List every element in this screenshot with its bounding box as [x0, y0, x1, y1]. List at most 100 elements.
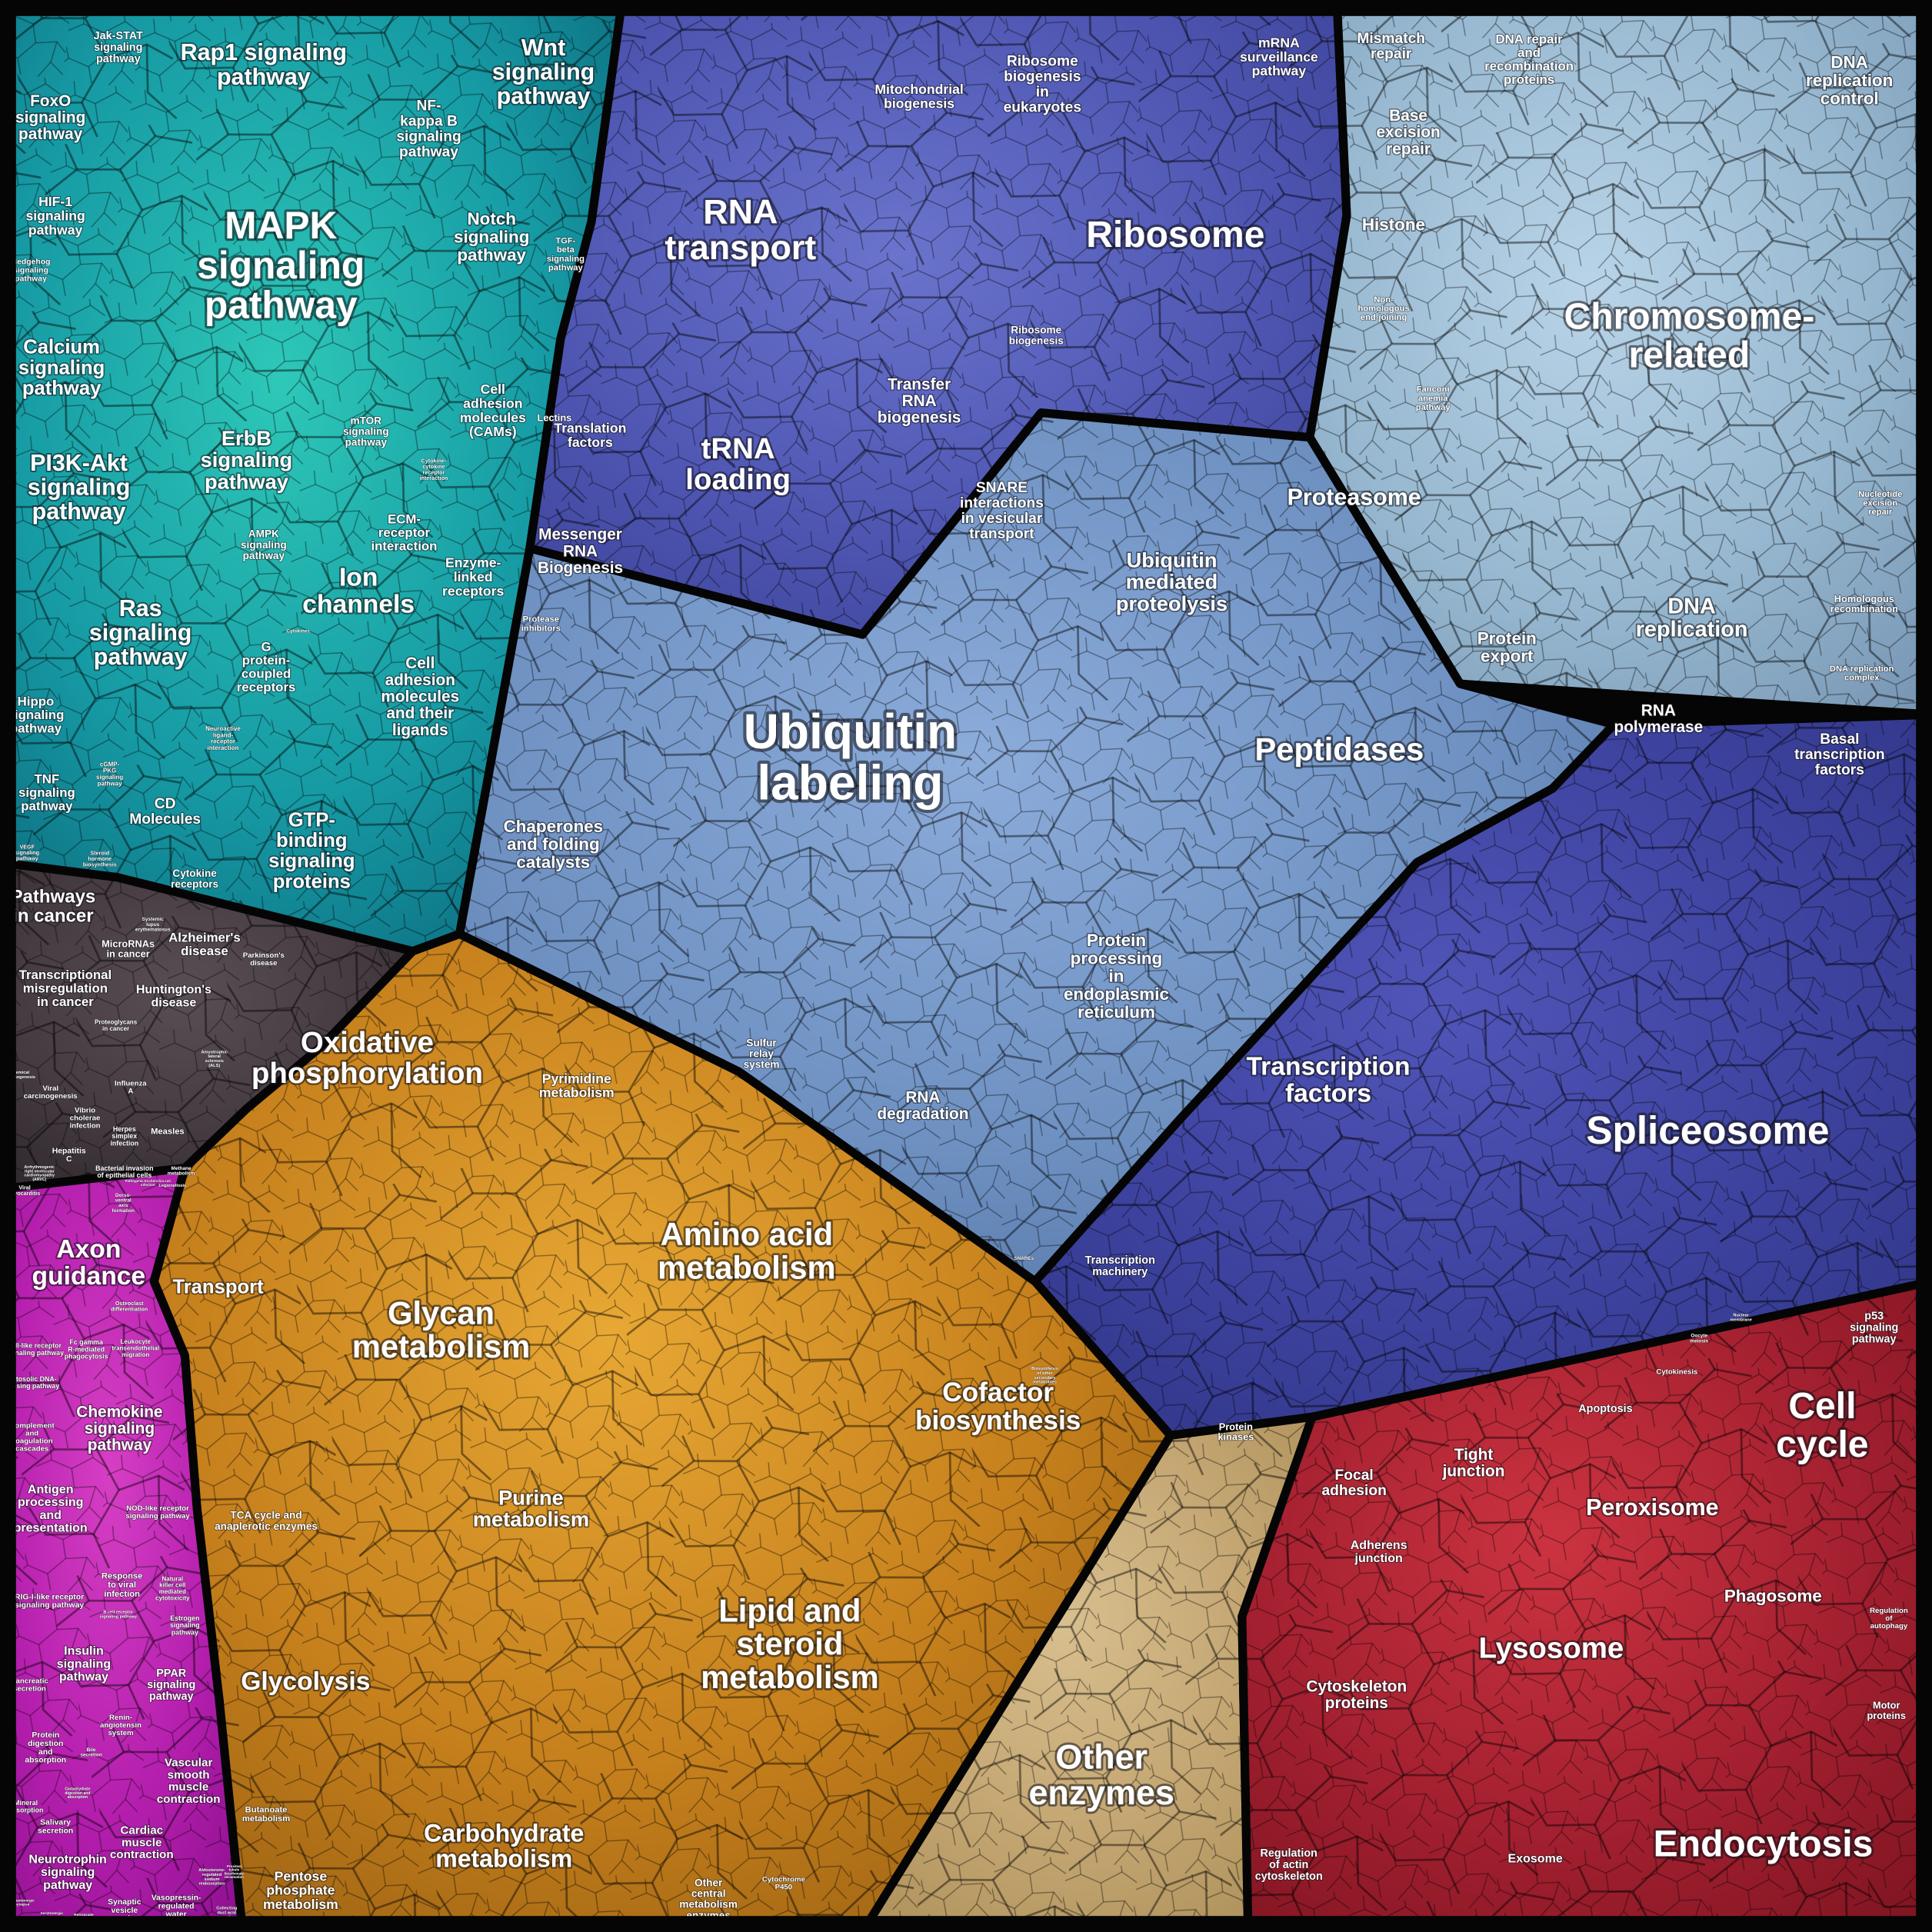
label-chromosome-lightblue-11: DNA replication complex — [1830, 665, 1894, 683]
label-cellular-processes-red-9: Adherens junction — [1351, 1538, 1407, 1565]
label-signaling-teal-28: TNF signaling pathway — [18, 772, 75, 814]
label-diseases-dark-4: Parkinson's disease — [243, 951, 285, 968]
label-cellular-processes-red-14: Cytoskeleton proteins — [1306, 1677, 1407, 1712]
label-chromosome-lightblue-10: Homologous recombination — [1830, 593, 1898, 615]
label-signaling-teal-12: Cell adhesion molecules (CAMs) — [460, 381, 526, 439]
label-organismal-magenta-11: RIG-I-like receptor signaling pathway — [15, 1593, 84, 1610]
label-organismal-magenta-16: Insulin signaling pathway — [57, 1644, 111, 1684]
label-translation-purpleblue-5: Ribosome biogenesis — [1009, 324, 1064, 346]
label-translation-purpleblue-3: mRNA surveillance pathway — [1240, 35, 1318, 79]
label-folding-degradation-blue-5: Peptidases — [1254, 731, 1424, 768]
label-metabolism-orange-9: TCA cycle and anaplerotic enzymes — [215, 1510, 318, 1532]
label-translation-purpleblue-9: Messenger RNA Biogenesis — [538, 526, 623, 577]
label-chromosome-lightblue-9: Nucleotide excision repair — [1858, 490, 1902, 517]
label-signaling-teal-10: Calcium signaling pathway — [18, 337, 105, 399]
label-cellular-processes-red-16: Exosome — [1508, 1851, 1563, 1865]
label-organismal-magenta-0: Dorso-ventral axis formation — [112, 1193, 135, 1214]
label-metabolism-orange-7: Biosynthesis of other secondary metabolites — [1031, 1367, 1058, 1384]
label-diseases-dark-7: Proteoglycans in cancer — [95, 1019, 138, 1032]
label-metabolism-orange-12: Carbohydrate metabolism — [424, 1819, 584, 1872]
label-diseases-dark-8: Amyotrophic lateral sclerosis (ALS) — [202, 1050, 228, 1068]
label-signaling-teal-6: MAPK signaling pathway — [197, 204, 365, 326]
label-signaling-teal-1: Rap1 signaling pathway — [181, 39, 347, 90]
label-cellular-processes-red-13: Motor proteins — [1867, 1699, 1905, 1720]
label-other-enzymes-tan-1: Other enzymes — [1028, 1737, 1174, 1812]
label-translation-purpleblue-1: Mitochondrial biogenesis — [874, 82, 963, 111]
label-diseases-dark-10: Viral carcinogenesis — [24, 1084, 78, 1101]
label-cellular-processes-red-3: Cytokinesis — [1656, 1367, 1697, 1376]
label-organismal-magenta-27: Neurotrophin signaling pathway — [28, 1852, 106, 1891]
label-signaling-teal-11: Lectins — [538, 412, 572, 424]
label-cellular-processes-red-1: Nuclear membrane — [1730, 1314, 1752, 1323]
label-metabolism-orange-8: Purine metabolism — [473, 1485, 589, 1531]
label-transcription-indigo-1: Basal transcription factors — [1794, 731, 1884, 778]
label-signaling-teal-13: mTOR signaling pathway — [343, 415, 389, 448]
label-metabolism-orange-4: Glycan metabolism — [352, 1295, 530, 1364]
label-signaling-teal-17: ECM-receptor interaction — [371, 511, 437, 553]
label-diseases-dark-18: Arrhythmogenic right ventricular cardiomyo… — [25, 1165, 55, 1182]
label-diseases-dark-17: Legionellosis — [158, 1184, 186, 1188]
label-diseases-dark-0: Pathways in cancer — [10, 886, 95, 926]
label-diseases-dark-6: Huntington's disease — [136, 983, 212, 1010]
label-signaling-teal-31: Steroid hormone biosynthesis — [83, 850, 117, 868]
label-metabolism-orange-2: Pyrimidine metabolism — [539, 1071, 615, 1100]
label-chromosome-lightblue-1: DNA repair and recombination proteins — [1484, 32, 1574, 87]
label-folding-degradation-blue-10: RNA degradation — [877, 1088, 968, 1123]
label-signaling-teal-8: Hedgehog signaling pathway — [12, 258, 51, 284]
label-cellular-processes-red-7: Focal adhesion — [1321, 1467, 1386, 1499]
label-signaling-teal-26: Neuroactive ligand-receptor interaction — [205, 725, 241, 751]
label-folding-degradation-blue-1: SNARE interactions in vesicular transport — [960, 480, 1044, 542]
label-chromosome-lightblue-5: Non-homologous end-joining — [1357, 295, 1409, 322]
label-organismal-magenta-20: Protein digestion and absorption — [25, 1731, 66, 1764]
label-diseases-dark-3: Alzheimer's disease — [168, 930, 241, 958]
label-folding-degradation-blue-3: Proteasome — [1287, 484, 1421, 510]
label-organismal-magenta-14: B cell receptor signaling pathway — [100, 1611, 138, 1620]
label-folding-degradation-blue-7: Chaperones and folding catalysts — [504, 817, 604, 872]
label-translation-purpleblue-6: Transfer RNA biogenesis — [878, 375, 961, 426]
label-metabolism-orange-14: Pentose phosphate metabolism — [263, 1868, 338, 1912]
label-chromosome-lightblue-6: Chromosome-related — [1564, 296, 1815, 376]
label-signaling-teal-3: FoxO signaling pathway — [15, 92, 85, 143]
label-chromosome-lightblue-3: Base excision repair — [1376, 107, 1440, 158]
label-signaling-teal-5: HIF-1 signaling pathway — [25, 194, 85, 238]
label-chromosome-lightblue-7: Fanconi anemia pathway — [1416, 385, 1451, 412]
label-translation-purpleblue-0: RNA transport — [665, 192, 816, 267]
label-diseases-dark-12: Vibrio cholerae infection — [70, 1106, 101, 1130]
label-folding-degradation-blue-2: Ubiquitin mediated proteolysis — [1116, 548, 1227, 615]
label-signaling-teal-14: Cytokine-cytokine receptor interaction — [420, 458, 448, 481]
label-metabolism-orange-13: Butanoate metabolism — [242, 1805, 290, 1824]
label-chromosome-lightblue-2: DNA replication control — [1806, 53, 1893, 108]
label-signaling-teal-7: Notch signaling pathway — [454, 209, 529, 265]
label-cellular-processes-red-11: Phagosome — [1724, 1586, 1822, 1605]
label-signaling-teal-22: Cytokines — [286, 628, 310, 634]
label-organismal-magenta-2: Osteoclast differentiation — [111, 1300, 148, 1312]
label-translation-purpleblue-8: tRNA loading — [685, 432, 791, 496]
label-signaling-teal-19: Ion channels — [302, 564, 415, 619]
label-folding-degradation-blue-0: Protease inhibitors — [521, 615, 561, 634]
label-diseases-dark-15: Hepatitis C — [52, 1147, 86, 1164]
label-organismal-magenta-23: Mineral absorption — [8, 1799, 43, 1814]
label-chromosome-lightblue-4: Histone — [1362, 215, 1425, 234]
label-cellular-processes-red-12: Regulation of autophagy — [1870, 1607, 1908, 1631]
label-signaling-teal-16: ErbB signaling pathway — [201, 426, 292, 494]
label-signaling-teal-18: AMPK signaling pathway — [241, 528, 287, 561]
label-organismal-magenta-3: Toll-like receptor signaling pathway — [5, 1342, 64, 1357]
label-cellular-processes-red-4: Apoptosis — [1578, 1403, 1632, 1415]
label-signaling-teal-0: Jak-STAT signaling pathway — [94, 30, 144, 65]
label-organismal-magenta-10: NOD-like receptor signaling pathway — [125, 1504, 190, 1521]
label-signaling-teal-29: CD Molecules — [129, 796, 201, 828]
label-diseases-dark-5: Transcriptional misregulation in cancer — [19, 968, 112, 1009]
label-organismal-magenta-15: Estrogen signaling pathway — [170, 1614, 200, 1636]
label-signaling-teal-2: Wnt signaling pathway — [492, 35, 595, 109]
label-organismal-magenta-25: Salivary secretion — [38, 1818, 73, 1835]
label-organismal-magenta-18: Pancreatic secretion — [11, 1677, 48, 1693]
label-organismal-magenta-5: Leukocyte transendothelial migration — [112, 1338, 159, 1358]
label-signaling-teal-24: Cell adhesion molecules and their ligands — [381, 655, 459, 739]
label-organismal-magenta-8: Chemokine signaling pathway — [76, 1403, 162, 1454]
label-organismal-magenta-4: Fc gamma R-mediated phagocytosis — [65, 1338, 108, 1360]
label-cellular-processes-red-2: Oocyte meiosis — [1690, 1334, 1708, 1344]
label-translation-purpleblue-4: Ribosome — [1086, 214, 1264, 255]
label-folding-degradation-blue-9: Sulfur relay system — [744, 1037, 780, 1070]
